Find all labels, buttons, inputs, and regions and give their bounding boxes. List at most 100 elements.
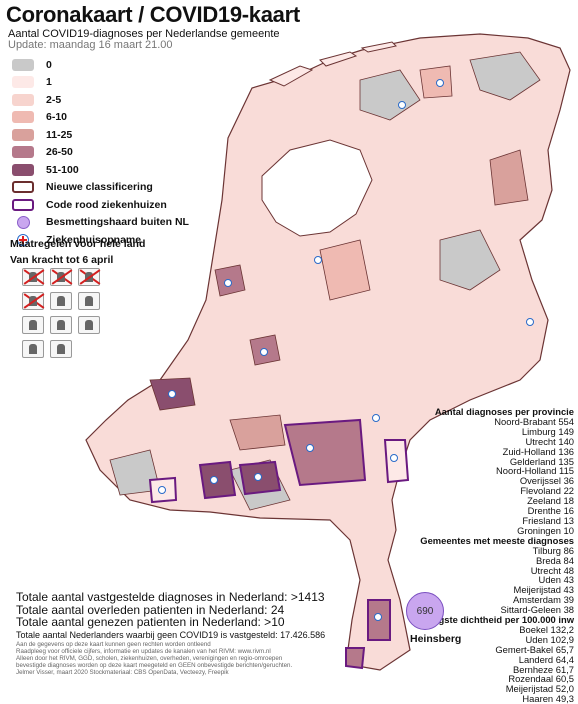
municipality-item: Uden 43 [538,574,574,586]
legend-label: 51-100 [46,163,79,176]
measure-icons [22,268,122,358]
legend-hospital: Ziekenhuisopname [12,231,212,249]
province-item: Overijssel 36 [519,475,574,487]
region-zero [469,51,541,101]
family-icon [78,316,100,334]
legend-label: Ziekenhuisopname [46,233,142,246]
province-item: Friesland 13 [522,514,574,526]
density-item: Meijerijstad 52,0 [505,683,574,695]
region-high [419,65,453,99]
credits: Aan de gegevens op deze kaart kunnen gee… [16,641,386,677]
healthy-count: Totale aantal Nederlanders waarbij geen … [16,629,326,640]
legend-swatch [12,111,34,124]
legend-label: 6-10 [46,111,68,124]
code-red-region [345,647,366,670]
density-item: Bernheze 61,7 [513,663,574,675]
legend-label: 2-5 [46,93,62,106]
totals: Totale aantal vastgestelde diagnoses in … [16,591,325,641]
municipality-item: Meijerijstad 43 [513,584,574,596]
province-item: Zeeland 18 [527,495,574,507]
province-heading: Aantal diagnoses per provincie [434,406,574,417]
legend-foreign: Besmettingshaard buiten NL [12,214,212,232]
wadden-islands [268,65,314,87]
foreign-hotspot-icon [16,215,30,229]
density-item: Boekel 132,2 [519,623,574,635]
credit-line: Aan de gegevens op deze kaart kunnen gee… [16,641,211,648]
density-item: Landerd 64,4 [518,653,574,665]
legend-label: 26-50 [46,146,73,159]
no-gathering-icon [22,268,44,286]
legend-item: 2-5 [12,91,212,109]
bubble-value: 690 [416,605,434,617]
density-heading: Hoogste dichtheid per 100.000 inw [420,614,574,626]
credit-line: Raadpleeg voor officiele cijfers, inform… [16,647,271,655]
measures-title: Maatregelen voor hele land [10,238,146,250]
province-item: Noord-Brabant 554 [494,415,574,427]
legend-item: 0 [12,56,212,74]
legend-swatch [12,163,34,176]
density-item: Haaren 49,3 [522,693,574,704]
province-item: Utrecht 140 [525,435,574,447]
legend-swatch [12,128,34,141]
province-item: Noord-Holland 115 [496,465,574,477]
legend-swatch [12,146,34,159]
ijsselmeer [261,139,373,237]
legend-label: 0 [46,58,52,71]
legend-item: 6-10 [12,109,212,127]
wadden-islands [360,41,398,53]
legend-code-red: Code rood ziekenhuizen [12,196,212,214]
legend-label: 11-25 [46,128,73,141]
sick-stay-home-icon [50,340,72,358]
legend-label: Besmettingshaard buiten NL [46,216,189,229]
wash-hands-icon [22,340,44,358]
municipality-item: Sittard-Geleen 38 [500,604,574,616]
graduation-icon [22,316,44,334]
heinsberg-label: Heinsberg [410,633,462,645]
municipality-heading: Gemeentes met meeste diagnoses [420,534,574,546]
legend-swatch [12,76,34,89]
country-outline [85,33,571,671]
hospital-markers [158,79,534,621]
province-item: Zuid-Holland 136 [502,445,574,457]
region-high [229,414,286,451]
region-high [489,149,529,206]
municipality-item: Amsterdam 39 [513,594,574,606]
region-high [319,239,371,301]
legend-label: Code rood ziekenhuizen [46,198,167,211]
no-event-icon [50,268,72,286]
code-red-region [283,418,367,487]
legend-item: 26-50 [12,144,212,162]
province-item: Gelderland 135 [509,455,574,467]
density-item: Rozendaal 60,5 [508,673,574,685]
hospital-icon [17,233,29,246]
province-item: Groningen 10 [517,524,574,536]
legend-label: 1 [46,76,52,89]
legend-code-red-swatch [12,198,34,211]
province-item: Flevoland 22 [520,485,574,497]
statistics-panel: Aantal diagnoses per provincie Noord-Bra… [392,407,574,704]
credit-line: Alleen door het RIVM, GGD, scholen, ziek… [16,654,283,662]
page-subtitle: Aantal COVID19-diagnoses per Nederlandse… [8,28,280,40]
work-from-home-icon [50,316,72,334]
total-line: Totale aantal genezen patienten in Neder… [16,615,285,630]
municipality-item: Tilburg 86 [532,544,574,556]
total-line: Totale aantal overleden patienten in Ned… [16,602,285,617]
page-title: Coronakaart / COVID19-kaart [6,2,300,27]
credit-line: bevestigde diagnoses worden op deze kaar… [16,661,293,669]
legend-label: Nieuwe classificering [46,181,153,194]
heinsberg-bubble: 690 [406,592,444,630]
total-line: Totale aantal vastgestelde diagnoses in … [16,590,325,604]
legend-swatch [12,93,34,106]
update-timestamp: Update: maandag 16 maart 21.00 [8,39,173,51]
wadden-islands [319,51,358,67]
measures-heading: Maatregelen voor hele land Van kracht to… [10,236,145,268]
legend-item: 11-25 [12,126,212,144]
legend-outline-swatch [12,181,34,194]
legend-new-class: Nieuwe classificering [12,179,212,197]
home-icon [78,292,100,310]
netherlands-map [85,33,571,671]
municipality-item: Utrecht 48 [530,564,574,576]
legend-item: 1 [12,74,212,92]
measures-until: Van kracht tot 6 april [10,254,114,266]
density-item: Uden 102,9 [525,633,574,645]
